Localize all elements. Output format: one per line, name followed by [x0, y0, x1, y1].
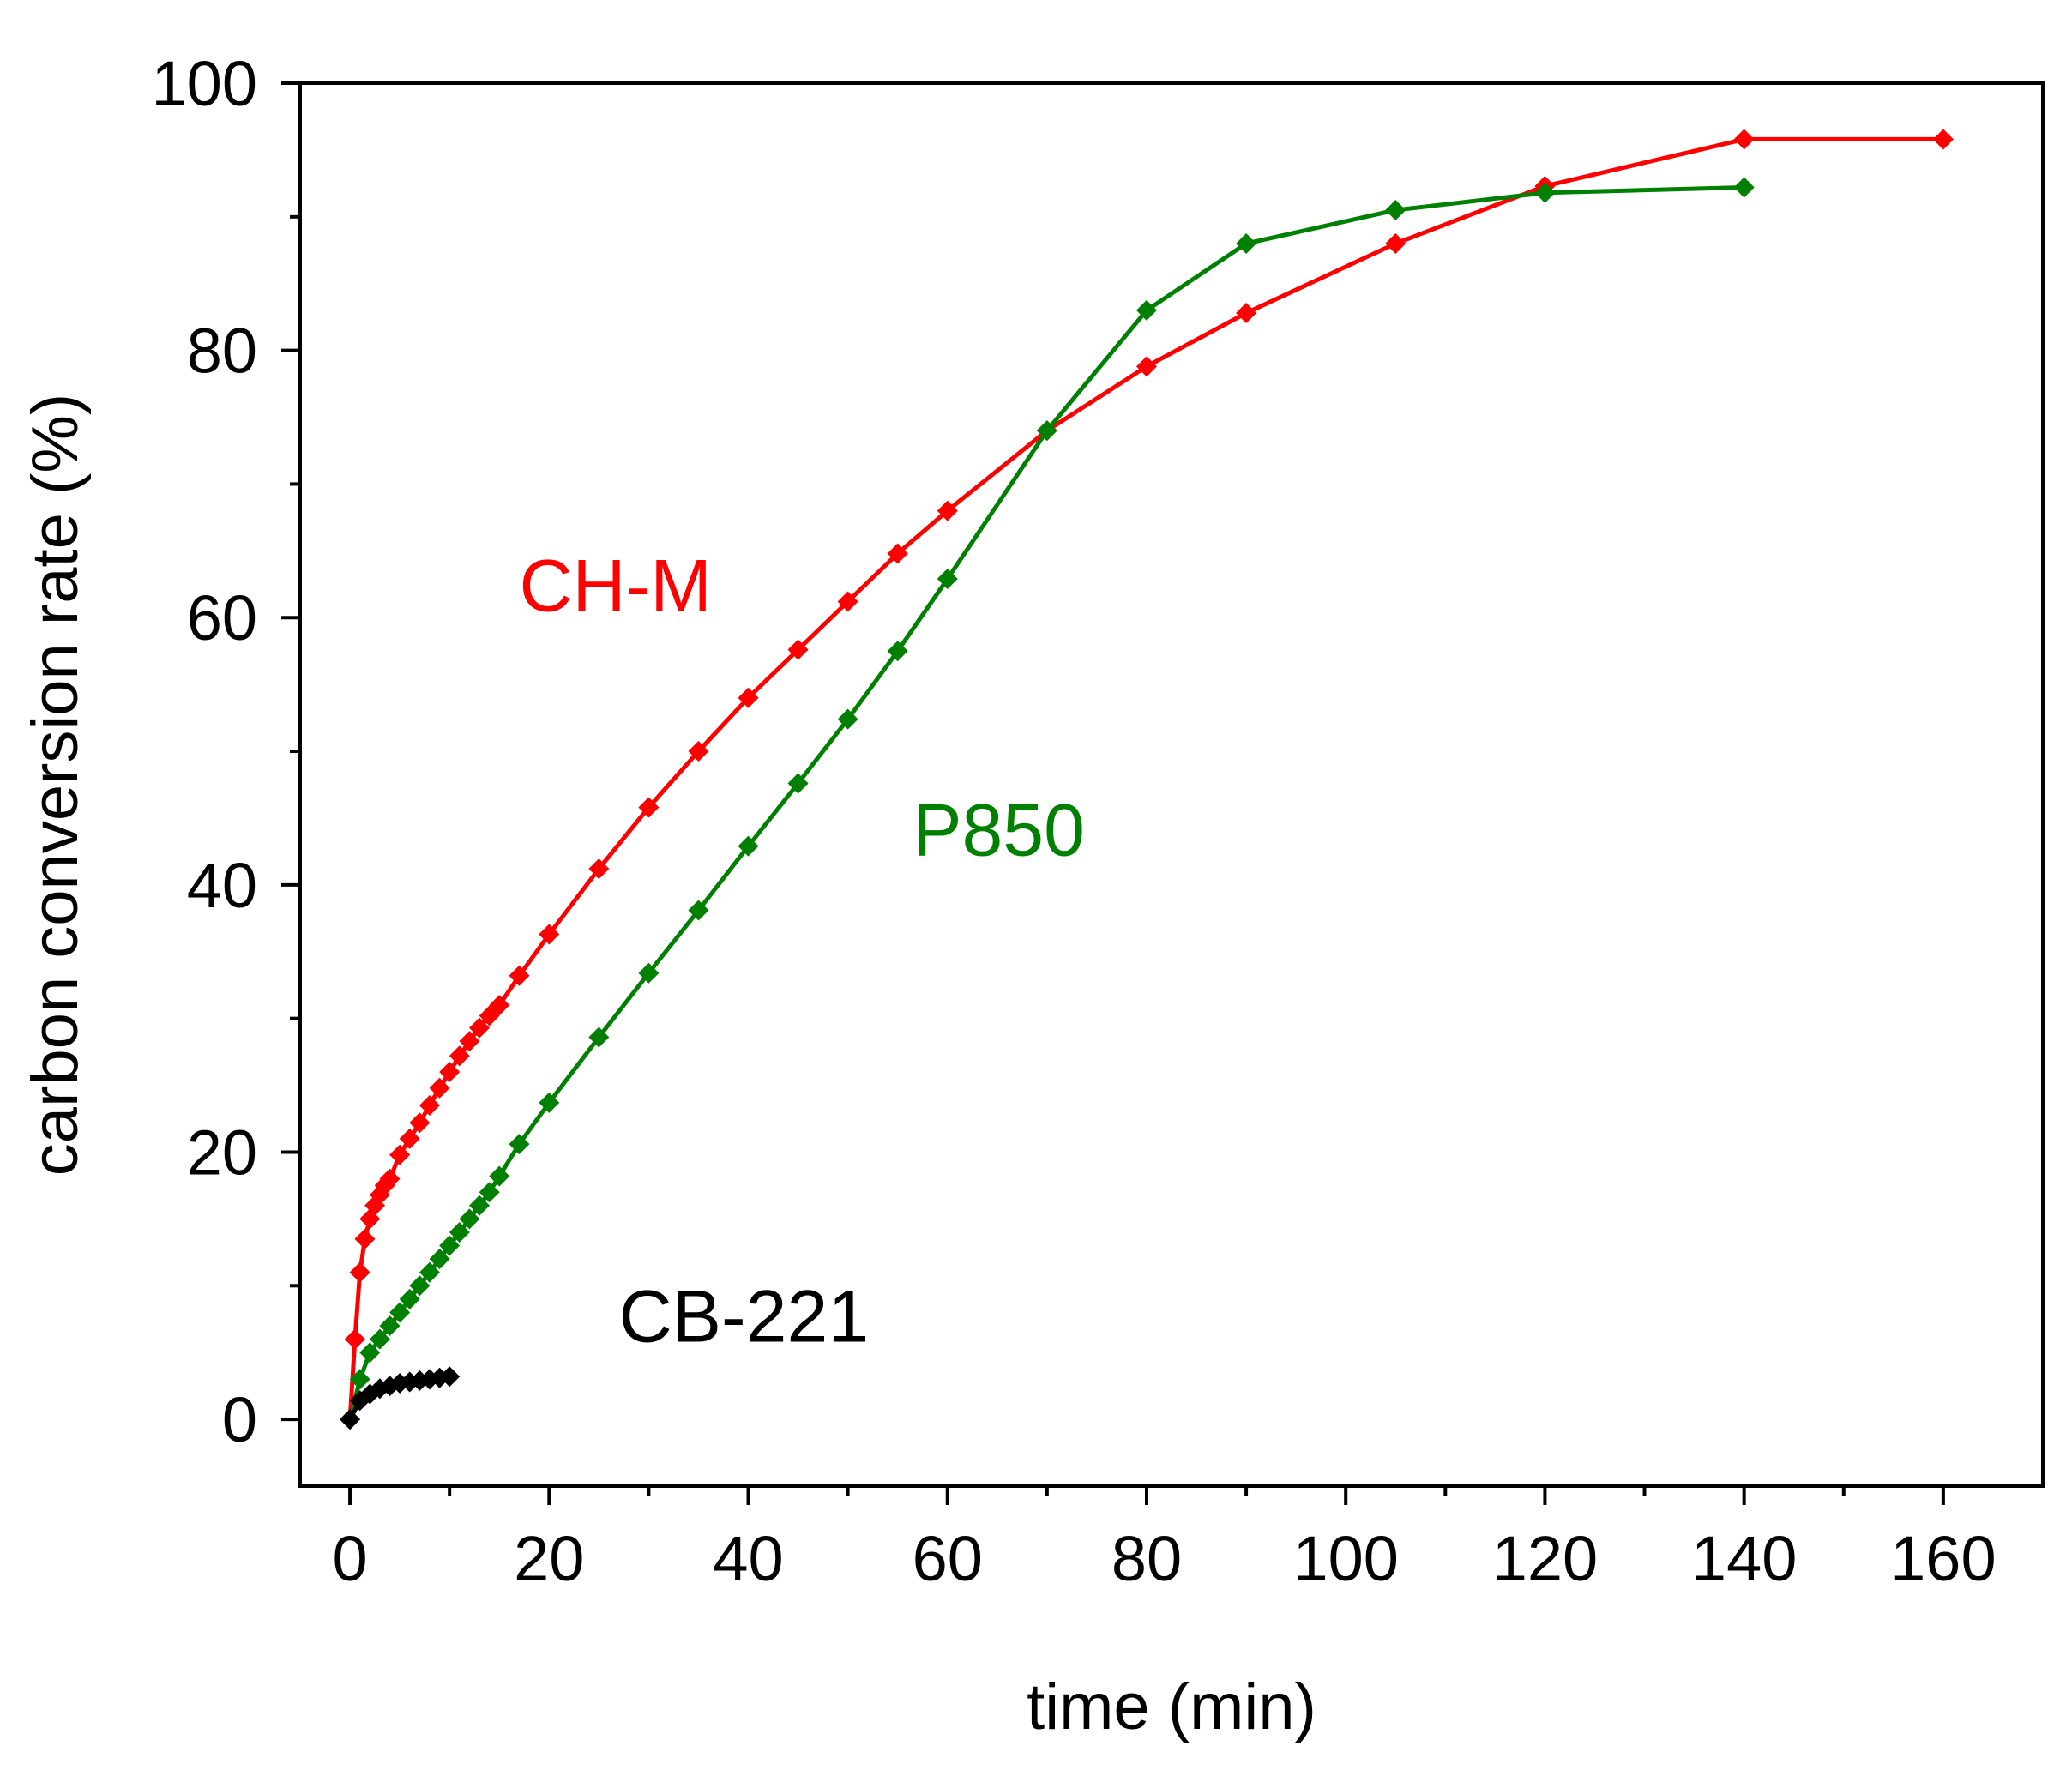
series-label-ch-m: CH-M	[519, 545, 712, 627]
y-axis: 0 20 40 60 80 100	[152, 48, 300, 1455]
data-point-ch-m	[638, 797, 660, 818]
data-point-p850	[439, 1235, 461, 1256]
data-point-ch-m	[439, 1061, 461, 1082]
y-tick-label: 100	[152, 48, 257, 119]
data-point-p850	[937, 569, 958, 590]
annotation-layer: CH-M P850 CB-221	[519, 545, 1085, 1358]
x-axis: 0 20 40 60 80 100 120 140 160	[332, 1486, 1997, 1594]
data-point-p850	[459, 1208, 480, 1230]
y-axis-title: carbon conversion rate (%)	[19, 394, 92, 1176]
y-tick-label: 60	[187, 582, 257, 653]
data-point-ch-m	[419, 1094, 440, 1116]
data-point-ch-m	[469, 1017, 491, 1039]
data-point-ch-m	[389, 1144, 411, 1165]
series-layer	[340, 129, 1954, 1430]
data-point-ch-m	[539, 924, 560, 945]
x-tick-label: 80	[1111, 1523, 1182, 1594]
x-tick-label: 40	[713, 1523, 783, 1594]
x-tick-label: 160	[1890, 1523, 1996, 1594]
x-tick-label: 60	[913, 1523, 983, 1594]
series-line-ch-m	[347, 136, 1943, 1420]
data-point-ch-m	[489, 995, 510, 1016]
x-tick-label: 0	[332, 1523, 367, 1594]
data-point-ch-m	[738, 687, 759, 708]
data-point-p850	[887, 641, 908, 662]
data-point-ch-m	[509, 965, 530, 986]
data-point-p850	[389, 1302, 411, 1323]
data-point-p850	[399, 1288, 420, 1309]
data-point-p850	[738, 835, 759, 857]
data-point-ch-m	[1236, 302, 1257, 323]
data-point-p850	[588, 1026, 610, 1048]
data-point-p850	[688, 900, 709, 921]
data-point-cb-221	[340, 1409, 361, 1430]
data-point-p850	[379, 1315, 401, 1337]
series-p850	[340, 177, 1755, 1430]
x-tick-label: 140	[1691, 1523, 1797, 1594]
x-tick-label: 120	[1492, 1523, 1598, 1594]
data-point-p850	[479, 1182, 500, 1203]
data-point-ch-m	[1733, 129, 1755, 150]
x-axis-title: time (min)	[1027, 1671, 1316, 1743]
y-tick-label: 40	[187, 850, 257, 921]
data-point-p850	[369, 1328, 390, 1350]
data-point-ch-m	[379, 1168, 401, 1189]
data-point-p850	[509, 1134, 530, 1155]
data-point-ch-m	[354, 1228, 376, 1249]
data-point-ch-m	[1932, 129, 1954, 150]
data-point-p850	[638, 962, 660, 984]
series-label-cb-221: CB-221	[619, 1276, 870, 1358]
data-point-p850	[489, 1165, 510, 1187]
data-point-ch-m	[787, 639, 809, 660]
data-point-p850	[837, 708, 858, 730]
data-point-ch-m	[409, 1112, 431, 1134]
data-point-p850	[1534, 182, 1556, 203]
x-tick-label: 20	[514, 1523, 584, 1594]
data-point-ch-m	[349, 1261, 370, 1283]
data-point-p850	[429, 1249, 450, 1270]
data-point-p850	[409, 1275, 431, 1297]
series-ch-m	[340, 129, 1954, 1430]
data-point-ch-m	[429, 1077, 450, 1099]
plot-frame	[298, 81, 2045, 1488]
y-tick-label: 80	[187, 316, 257, 387]
data-point-p850	[539, 1092, 560, 1113]
data-point-ch-m	[459, 1031, 480, 1052]
data-point-ch-m	[1135, 356, 1157, 377]
data-point-ch-m	[399, 1128, 420, 1149]
y-tick-label: 20	[187, 1117, 257, 1188]
data-point-p850	[1385, 200, 1406, 221]
data-point-p850	[449, 1221, 470, 1243]
data-point-p850	[787, 773, 809, 794]
data-point-ch-m	[837, 591, 858, 612]
data-point-p850	[1236, 232, 1257, 254]
data-point-ch-m	[479, 1005, 500, 1026]
data-point-p850	[419, 1261, 440, 1283]
data-point-p850	[349, 1369, 370, 1390]
x-tick-label: 100	[1292, 1523, 1398, 1594]
data-point-p850	[1036, 420, 1057, 442]
data-point-p850	[469, 1195, 491, 1216]
series-label-p850: P850	[913, 790, 1085, 872]
data-point-p850	[1135, 299, 1157, 321]
data-point-ch-m	[688, 741, 709, 762]
data-point-ch-m	[344, 1328, 365, 1350]
data-point-ch-m	[937, 500, 958, 521]
series-cb-221	[340, 1366, 461, 1430]
data-point-ch-m	[449, 1045, 470, 1067]
data-point-p850	[1733, 177, 1755, 198]
y-tick-label: 0	[222, 1384, 257, 1455]
data-point-ch-m	[1385, 232, 1406, 254]
data-point-ch-m	[887, 543, 908, 564]
data-point-p850	[359, 1342, 381, 1364]
data-point-cb-221	[439, 1366, 461, 1388]
data-point-ch-m	[588, 858, 610, 880]
